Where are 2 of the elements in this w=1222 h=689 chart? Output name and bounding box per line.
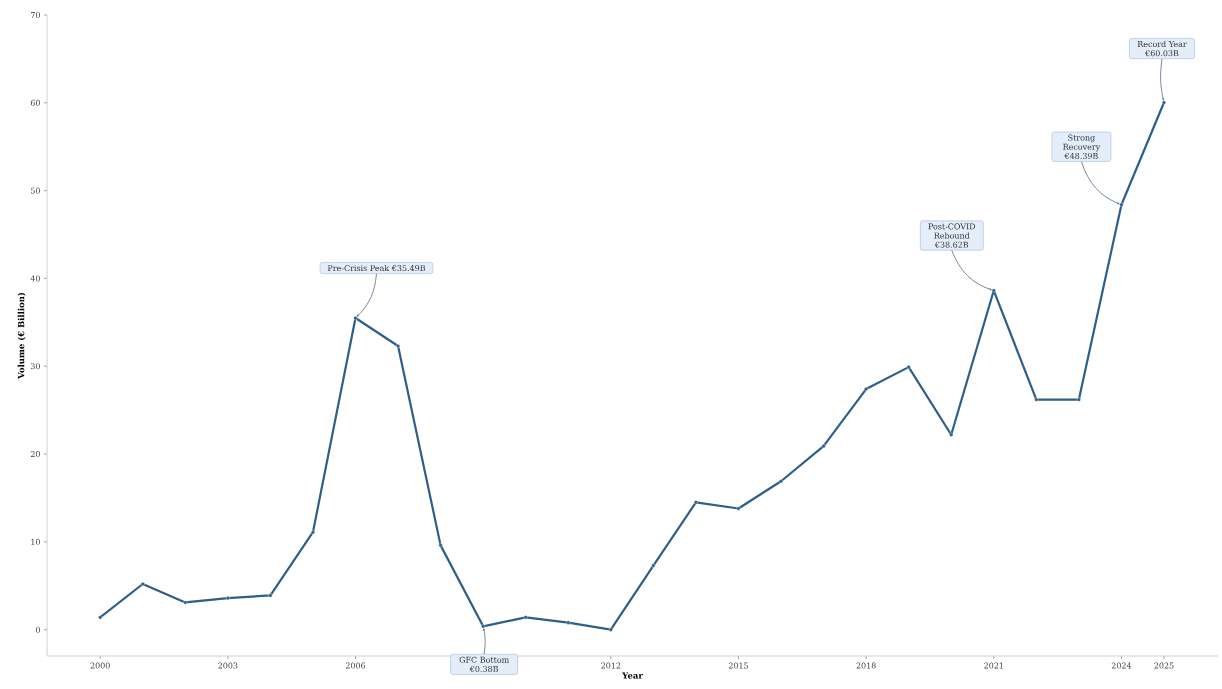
x-axis-title: Year bbox=[622, 672, 643, 679]
y-axis-title: Volume (€ Billion) bbox=[17, 292, 26, 379]
